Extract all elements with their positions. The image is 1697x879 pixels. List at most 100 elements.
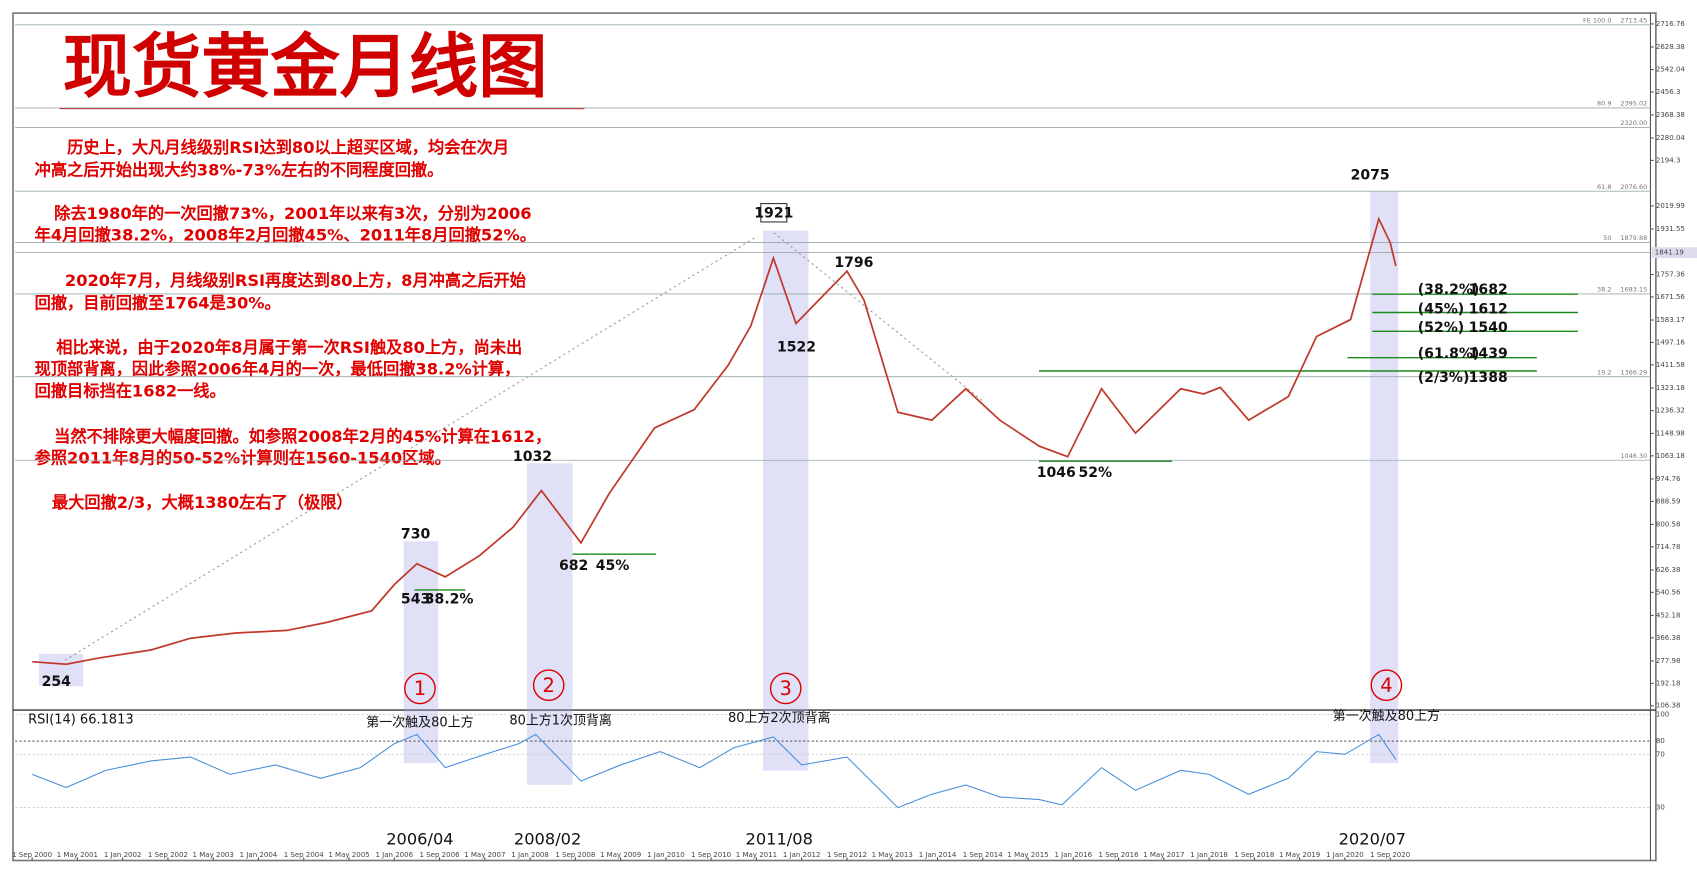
pct-label: 52% <box>1078 465 1112 481</box>
y-tick-label: 2456.3 <box>1656 87 1681 96</box>
price-label: 1796 <box>834 255 873 271</box>
y-tick-label: 1148.98 <box>1656 428 1685 437</box>
retracement-label: (52%) <box>1418 320 1464 336</box>
rsi-annotation: 第一次触及80上方 <box>1333 708 1440 724</box>
x-tick-label: 1 May 2015 <box>1007 850 1048 859</box>
fib-value-label: 1879.88 <box>1620 234 1647 242</box>
note-line: 回撤，目前回撤至1764是30%。 <box>35 294 281 313</box>
price-label: 1032 <box>513 449 552 465</box>
marker-number: 3 <box>780 677 792 700</box>
period-label: 2008/02 <box>514 829 581 848</box>
y-tick-label: 1583.17 <box>1656 315 1685 324</box>
price-label: 682 <box>559 558 588 574</box>
retracement-label: (61.8%) <box>1418 346 1480 362</box>
circle-marker <box>404 672 436 705</box>
note-line: 现顶部背离，因此参照2006年4月的一次，最低回撤38.2%计算， <box>35 360 521 379</box>
y-tick-label: 2194.3 <box>1656 155 1681 164</box>
y-tick-label: 192.18 <box>1656 678 1681 687</box>
fib-value-label: 1683.15 <box>1620 286 1647 294</box>
fib-name-label: 80.9 <box>1597 100 1611 108</box>
last-value-box <box>1651 247 1697 259</box>
x-tick-label: 1 May 2013 <box>872 850 913 859</box>
x-tick-label: 1 May 2007 <box>464 850 505 859</box>
x-tick-label: 1 Jan 2016 <box>1054 850 1092 859</box>
y-tick-label: 452.18 <box>1656 610 1681 619</box>
marker-number: 2 <box>543 674 555 697</box>
circle-marker <box>532 669 565 702</box>
rsi-annotation: 80上方1次顶背离 <box>509 712 612 728</box>
y-tick-label: 1497.16 <box>1656 337 1686 346</box>
period-label: 2006/04 <box>386 829 453 848</box>
label-box <box>760 203 788 223</box>
y-tick-label: 1236.32 <box>1656 406 1685 415</box>
circle-markers <box>404 669 1403 705</box>
period-label: 2011/08 <box>746 829 813 848</box>
highlight-band <box>1370 191 1399 764</box>
retracement-label: (38.2%) <box>1418 282 1480 298</box>
fib-name-label: FE 100.0 <box>1583 16 1611 24</box>
price-label: 2075 <box>1351 167 1390 183</box>
y-tick-label: 974.76 <box>1656 474 1681 483</box>
x-tick-label: 1 May 2001 <box>57 850 98 859</box>
retracement-label: (2/3%) <box>1418 370 1470 386</box>
price-label: 543 <box>401 592 430 608</box>
x-tick-label: 1 Sep 2016 <box>1099 850 1140 859</box>
fib-value-label: 2395.02 <box>1620 100 1647 108</box>
fib-name-label: 38.2 <box>1597 286 1611 294</box>
fib-value-label: 1366.29 <box>1620 368 1647 376</box>
retracement-value: 1540 <box>1469 320 1508 336</box>
note-line: 2020年7月，月线级别RSI再度达到80上方，8月冲高之后开始 <box>65 271 527 290</box>
x-tick-label: 1 Jan 2010 <box>647 850 685 859</box>
x-tick-label: 1 Jan 2006 <box>375 850 413 859</box>
pct-label: 38.2% <box>425 592 474 608</box>
rsi-tick-label: 80 <box>1656 736 1665 745</box>
x-tick-label: 1 May 2005 <box>328 850 369 859</box>
retracement-value: 1612 <box>1469 302 1508 318</box>
highlights <box>38 191 1399 785</box>
y-tick-label: 2716.76 <box>1656 19 1686 28</box>
pct-label: 45% <box>596 558 630 574</box>
x-tick-label: 1 Jan 2014 <box>919 850 957 859</box>
x-tick-label: 1 Jan 2018 <box>1190 850 1228 859</box>
note-line: 历史上，大凡月线级别RSI达到80以上超买区域，均会在次月 <box>67 138 509 157</box>
price-label: 1522 <box>777 340 816 356</box>
chart-title: 现货黄金月线图 <box>63 27 548 108</box>
x-tick-label: 1 May 2019 <box>1279 850 1320 859</box>
y-tick-label: 626.38 <box>1656 565 1681 574</box>
marker-number: 1 <box>414 677 426 700</box>
x-tick-label: 1 May 2009 <box>600 850 641 859</box>
fib-value-label: 2713.45 <box>1620 16 1647 24</box>
note-line: 年4月回撤38.2%，2008年2月回撤45%、2011年8月回撤52%。 <box>35 226 536 245</box>
x-tick-label: 1 May 2003 <box>193 850 234 859</box>
rsi-label: RSI(14) 66.1813 <box>28 712 133 727</box>
support-lines <box>414 460 1173 591</box>
x-tick-label: 1 Sep 2020 <box>1370 850 1410 859</box>
rsi-tick-label: 30 <box>1656 803 1665 812</box>
trend-line <box>773 232 986 404</box>
marker-number: 4 <box>1380 674 1392 697</box>
x-tick-label: 1 Sep 2014 <box>963 850 1004 859</box>
y-tick-label: 1931.55 <box>1656 224 1685 233</box>
y-tick-label: 1757.36 <box>1656 270 1686 279</box>
price-label: 730 <box>401 527 431 543</box>
y-tick-label: 1671.56 <box>1656 292 1686 301</box>
retracement-value: 1682 <box>1469 282 1508 298</box>
y-tick-label: 2019.99 <box>1656 201 1685 210</box>
y-tick-label: 1063.18 <box>1656 451 1685 460</box>
fib-value-label: 1046.30 <box>1620 452 1647 460</box>
x-tick-label: 1 Sep 2006 <box>420 850 461 859</box>
x-tick-label: 1 Jan 2012 <box>783 850 821 859</box>
highlight-band <box>403 541 439 764</box>
x-tick-label: 1 May 2011 <box>736 850 777 859</box>
period-label: 2020/07 <box>1339 829 1406 848</box>
frame <box>12 12 1657 862</box>
price-label: 1046 <box>1037 465 1076 481</box>
y-tick-label: 2542.04 <box>1656 65 1686 74</box>
note-line: 回撤目标挡在1682一线。 <box>35 381 226 400</box>
last-value-label: 1841.19 <box>1655 248 1684 257</box>
rsi-tick-label: 100 <box>1656 709 1669 718</box>
circle-marker <box>1370 669 1403 702</box>
trend-lines <box>64 232 986 661</box>
circle-marker <box>769 672 802 705</box>
